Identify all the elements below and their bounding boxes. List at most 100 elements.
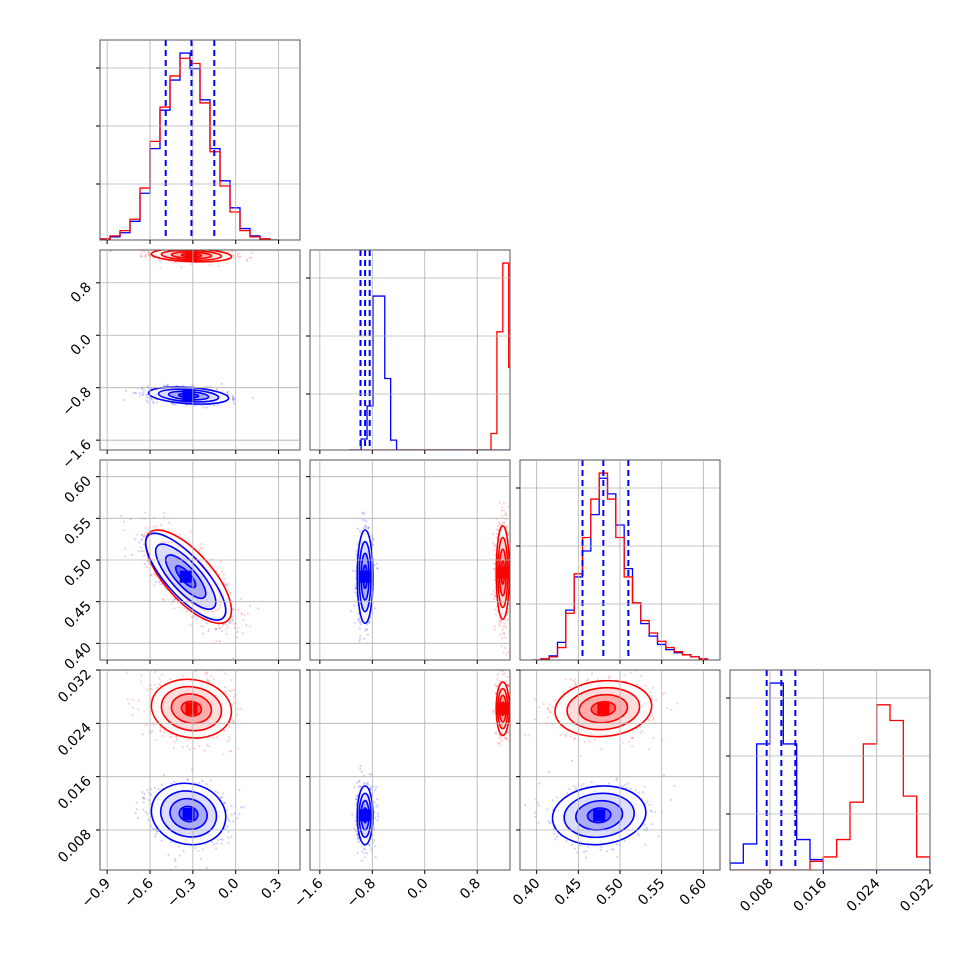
scatter-point-red	[205, 678, 208, 681]
scatter-point-red	[137, 549, 140, 553]
scatter-point-red	[240, 613, 244, 616]
scatter-point-blue	[363, 637, 366, 640]
y-tick-label: 0.60	[61, 473, 94, 506]
scatter-point-blue	[172, 599, 175, 602]
scatter-point-blue	[362, 527, 365, 530]
scatter-point-red	[143, 254, 146, 258]
scatter-point-red	[189, 530, 192, 533]
scatter-point-blue	[138, 392, 141, 395]
scatter-point-red	[491, 542, 495, 545]
histogram-red	[730, 704, 930, 870]
scatter-point-red	[137, 707, 140, 711]
scatter-point-red	[198, 744, 201, 748]
scatter-point-red	[505, 526, 508, 529]
hist-group	[532, 460, 709, 660]
y-tick-label: 0.55	[61, 515, 94, 548]
scatter-point-red	[188, 663, 190, 665]
scatter-point-red	[157, 247, 159, 249]
scatter-point-red	[503, 646, 507, 650]
scatter-point-blue	[251, 396, 254, 400]
scatter-point-blue	[124, 547, 127, 550]
scatter-point-red	[202, 625, 205, 628]
scatter-point-red	[505, 525, 508, 528]
scatter-point-blue	[124, 389, 128, 392]
hist-group	[730, 670, 930, 870]
scatter-point-red	[194, 670, 197, 673]
scatter-point-blue	[140, 538, 144, 541]
scatter-group	[109, 246, 254, 409]
scatter-point-red	[495, 605, 498, 608]
scatter-point-red	[493, 625, 496, 628]
scatter-point-red	[507, 610, 510, 613]
scatter-point-blue	[358, 621, 362, 624]
scatter-point-red	[232, 721, 235, 724]
scatter-point-red	[149, 697, 153, 700]
scatter-point-blue	[139, 546, 143, 549]
scatter-point-red	[230, 689, 233, 692]
scatter-point-red	[146, 688, 149, 691]
scatter-point-red	[226, 740, 229, 743]
scatter-point-red	[151, 729, 154, 733]
scatter-point-red	[505, 513, 508, 516]
scatter-point-red	[140, 533, 143, 536]
scatter-point-red	[163, 730, 166, 733]
scatter-point-red	[159, 524, 163, 527]
scatter-point-blue	[186, 609, 189, 613]
scatter-point-red	[147, 251, 150, 254]
scatter-point-red	[193, 747, 196, 750]
scatter-point-red	[215, 736, 219, 739]
scatter-point-blue	[367, 526, 370, 529]
scatter-point-red	[225, 623, 228, 626]
scatter-point-red	[237, 626, 240, 630]
scatter-point-red	[238, 256, 241, 259]
scatter-point-red	[214, 627, 218, 630]
scatter-point-blue	[257, 607, 260, 610]
scatter-point-blue	[231, 394, 234, 397]
scatter-point-red	[155, 575, 158, 578]
scatter-point-red	[214, 628, 217, 631]
scatter-point-blue	[134, 391, 138, 395]
scatter-point-red	[207, 627, 210, 631]
scatter-point-blue	[358, 618, 361, 621]
scatter-point-red	[226, 626, 229, 629]
scatter-point-blue	[203, 406, 206, 409]
scatter-point-red	[498, 618, 501, 621]
scatter-point-red	[228, 738, 231, 741]
scatter-point-blue	[364, 525, 368, 528]
scatter-point-blue	[359, 620, 363, 623]
scatter-point-red	[188, 246, 190, 248]
scatter-point-red	[229, 619, 232, 622]
scatter-point-blue	[226, 390, 229, 393]
scatter-point-blue	[365, 520, 368, 523]
scatter-point-red	[236, 608, 239, 611]
scatter-point-red	[499, 633, 502, 636]
scatter-point-blue	[166, 383, 169, 386]
scatter-point-red	[510, 566, 512, 568]
scatter-point-blue	[359, 623, 363, 626]
scatter-point-red	[159, 266, 162, 269]
diagonal-panel-2	[519, 459, 721, 661]
scatter-point-red	[137, 699, 140, 702]
scatter-point-blue	[375, 567, 379, 570]
scatter-point-red	[224, 690, 227, 693]
scatter-point-blue	[220, 629, 223, 633]
scatter-point-red	[502, 632, 506, 635]
scatter-point-red	[200, 547, 204, 550]
scatter-point-red	[212, 678, 216, 681]
scatter-point-red	[157, 580, 161, 583]
scatter-point-red	[495, 613, 498, 616]
scatter-point-red	[510, 620, 512, 622]
scatter-point-red	[180, 247, 182, 249]
scatter-point-red	[173, 741, 176, 744]
scatter-point-red	[207, 679, 211, 682]
scatter-point-blue	[160, 583, 163, 586]
scatter-panel-2-1	[309, 459, 512, 661]
scatter-point-red	[507, 651, 510, 654]
scatter-point-blue	[145, 396, 148, 399]
scatter-point-blue	[355, 549, 358, 552]
scatter-point-blue	[198, 549, 201, 552]
scatter-point-blue	[141, 534, 144, 537]
x-tick-label: 0.008	[737, 876, 777, 916]
scatter-point-red	[230, 750, 233, 753]
density-peak-blue	[179, 570, 192, 583]
